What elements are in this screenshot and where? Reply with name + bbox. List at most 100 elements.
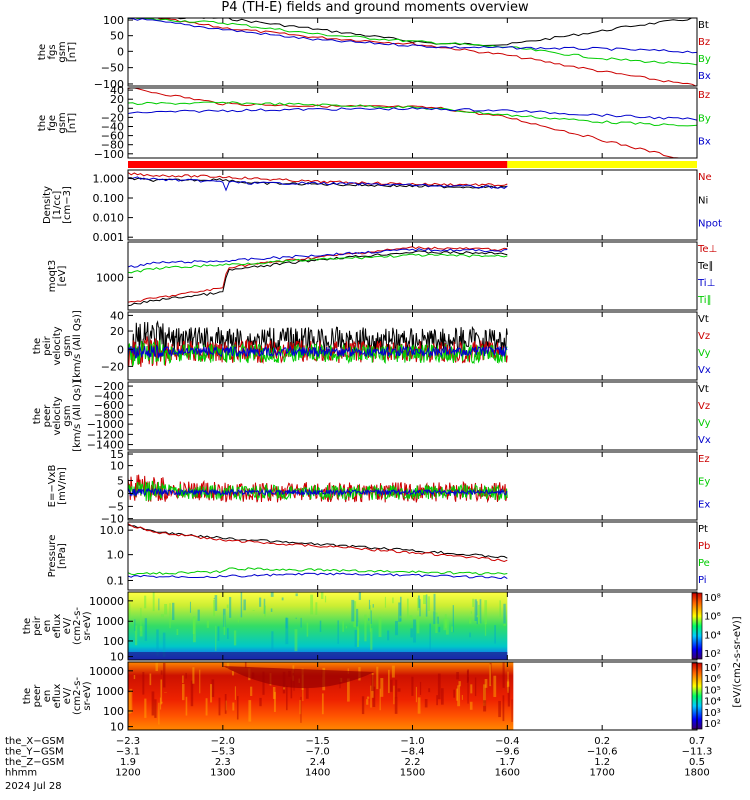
spectrogram-texture [394,697,398,714]
spectrogram-texture [417,697,421,714]
spectrogram-texture [169,603,171,629]
y-tick-label: −1000 [87,418,124,431]
x-axis-value: 2.3 [215,757,231,768]
x-axis-value: −3.1 [116,747,140,758]
spectrogram-texture [409,615,413,621]
spectrogram-texture [129,603,131,617]
spectrogram-texture [236,695,239,720]
y-axis-label: the [37,115,48,131]
y-tick-label: −5 [108,500,124,513]
y-tick-label: 10 [110,721,124,734]
spectrogram-texture [435,612,438,633]
y-tick-label: 20 [110,93,124,106]
series-line-Ez [128,474,508,504]
spectrogram-texture [370,628,373,650]
spectrogram-texture [372,604,374,608]
spectrogram-texture [398,602,401,622]
spectrogram-texture [319,620,322,632]
spectrogram-texture [226,663,230,669]
spectrogram-texture [358,592,362,600]
spectrogram-texture [224,694,227,714]
spectrogram-texture [419,599,421,617]
series-line-Pi [128,572,508,580]
spectrogram-texture [232,702,235,711]
spectrogram-texture [159,697,162,710]
spectrogram-texture [384,596,387,608]
legend-entry: Vx [698,365,711,376]
spectrogram-texture [474,677,477,697]
spectrogram-texture [392,597,394,604]
spectrogram-texture [361,623,363,624]
spectrogram-texture [445,618,449,635]
y-axis-label: [nT] [67,42,78,62]
spectrogram-texture [213,597,215,600]
spectrogram-texture [440,688,444,705]
spectrogram-texture [155,662,159,672]
y-tick-label: 0 [117,45,124,58]
panel-efield [127,451,698,521]
spectrogram-texture [294,629,298,652]
x-axis-value: −0.4 [495,736,519,747]
spectrogram-texture [399,596,402,622]
spectrogram-texture [371,674,375,692]
colorbar-tick-label: 10⁷ [704,663,721,674]
spectrogram-texture [250,686,253,696]
spectrogram-texture [214,595,218,611]
spectrogram-texture [272,686,276,699]
y-tick-label: 10 [110,460,124,473]
y-tick-label: 40 [110,84,124,97]
spectrogram-texture [164,604,168,615]
y-tick-label: 100 [103,705,124,718]
spectrogram-texture [483,684,486,706]
spectrogram-texture [467,669,469,682]
y-tick-label: −40 [101,121,124,134]
spectrogram-texture [129,688,133,713]
legend-entry: Pe [698,558,710,569]
y-tick-label: −80 [101,139,124,152]
spectrogram-texture [493,675,497,698]
y-axis-label: gsm [57,41,68,62]
y-axis-label: eV/ [62,687,73,704]
spectrogram-texture [273,691,276,712]
spectrogram-texture [337,620,339,644]
spectrogram-texture [470,684,473,694]
spectrogram-texture [144,595,147,609]
spectrogram-texture [300,696,302,723]
x-axis-value: 1700 [589,768,614,779]
x-axis-value: 1500 [400,768,425,779]
y-tick-label: 0 [117,102,124,115]
x-axis-value: −2.0 [211,736,235,747]
spectrogram-texture [300,617,302,628]
y-tick-label: −20 [101,360,124,373]
spectrogram-texture [425,594,428,617]
spectrogram-texture [345,626,348,629]
x-axis-value: 0.5 [689,757,705,768]
y-tick-label: −20 [101,111,124,124]
spectrogram-texture [453,689,456,698]
series-line-Bx [128,18,697,54]
y-tick-label: −10 [101,513,124,526]
spectrogram-texture [190,680,194,707]
legend-entry: Bz [698,90,710,101]
y-axis-label: (cm2-s- [72,677,83,715]
spectrogram-texture [162,632,166,657]
y-axis-label: the [32,408,43,424]
spectrogram-texture [467,677,469,704]
x-axis-value: −1.5 [306,736,330,747]
legend-entry: Bt [698,20,709,31]
y-axis-label: [cm−3] [62,186,73,224]
panel-fge [127,87,698,159]
y-tick-label: 0.010 [93,212,125,225]
series-line-Vx [128,343,508,359]
panel-density [127,169,698,241]
legend-entry: By [698,54,711,65]
legend-entry: Te⊥ [697,244,717,255]
x-axis-value: 1300 [210,768,235,779]
spectrogram-texture [366,699,369,705]
spectrogram-texture [415,686,417,703]
spectrogram-texture [324,595,327,603]
spectrogram-texture [299,699,302,715]
y-tick-label: −200 [94,380,124,393]
colorbar-tick-label: 10³ [704,708,721,719]
